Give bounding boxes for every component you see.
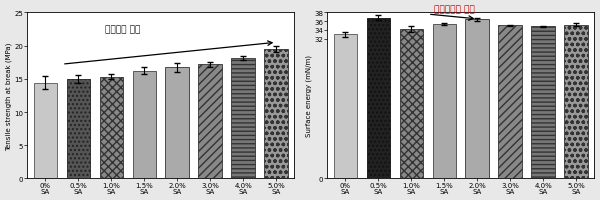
Bar <box>67 79 90 179</box>
Y-axis label: Surface energy (mN/m): Surface energy (mN/m) <box>305 55 312 137</box>
Text: 인장강도 향상: 인장강도 향상 <box>105 25 140 34</box>
Bar <box>232 59 255 179</box>
Bar <box>199 65 222 179</box>
Bar <box>133 71 156 179</box>
Bar <box>466 20 489 179</box>
Bar <box>565 25 588 179</box>
Bar <box>400 30 423 179</box>
Bar <box>166 68 189 179</box>
Bar <box>433 25 456 179</box>
Bar <box>499 26 522 179</box>
Bar <box>265 50 288 179</box>
Bar <box>334 35 358 179</box>
Bar <box>100 77 123 179</box>
Text: 표면에너지 증가: 표면에너지 증가 <box>434 6 475 15</box>
Bar <box>532 27 555 179</box>
Bar <box>34 83 58 179</box>
Y-axis label: Tensile strength at break (MPa): Tensile strength at break (MPa) <box>5 42 12 150</box>
Bar <box>367 18 390 179</box>
